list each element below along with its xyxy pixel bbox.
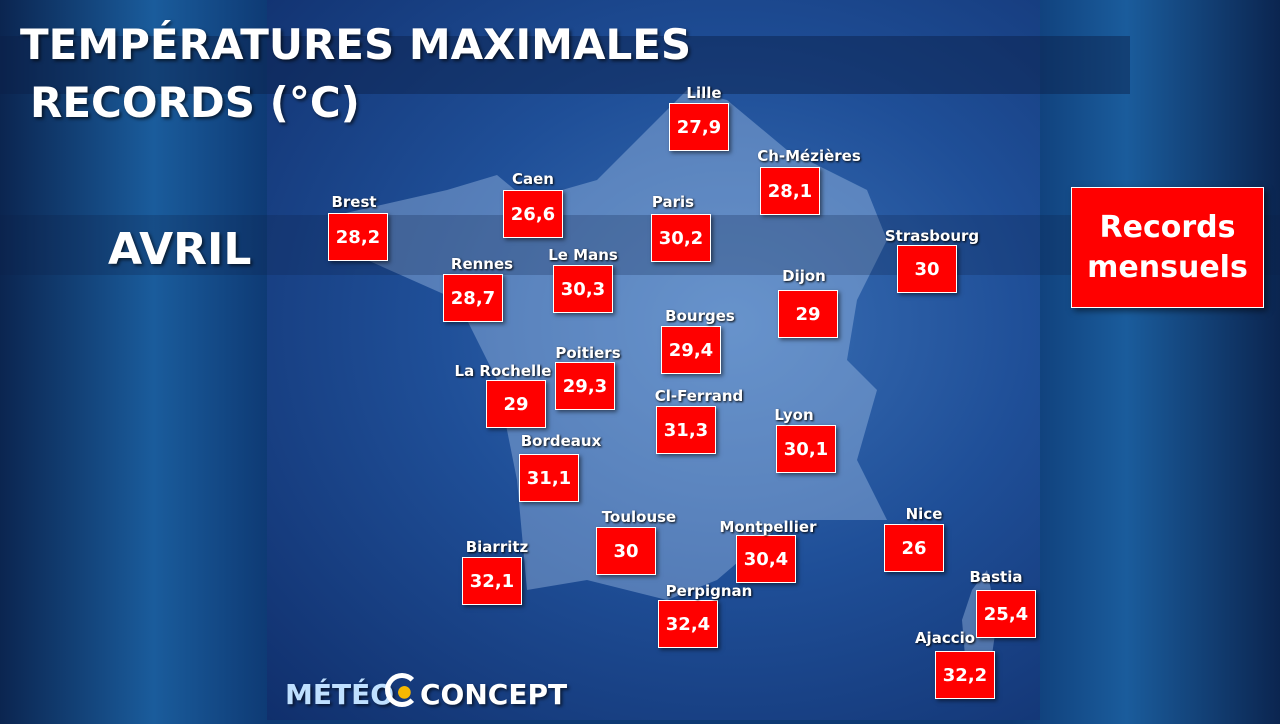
city-value: 28,7 xyxy=(443,274,503,322)
city-name: Toulouse xyxy=(601,508,677,526)
city-value: 29 xyxy=(486,380,546,428)
city-name: Poitiers xyxy=(555,344,621,362)
city-value: 26 xyxy=(884,524,944,572)
title: TEMPÉRATURES MAXIMALES xyxy=(20,20,692,69)
city-name: Strasbourg xyxy=(884,227,980,245)
city-value: 29,3 xyxy=(555,362,615,410)
city-value: 31,3 xyxy=(656,406,716,454)
city-name: Ch-Mézières xyxy=(757,147,861,165)
city-value: 25,4 xyxy=(976,590,1036,638)
city-value: 29 xyxy=(778,290,838,338)
city-name: La Rochelle xyxy=(454,362,552,380)
subtitle: RECORDS (°C) xyxy=(30,78,360,127)
city-value: 30,4 xyxy=(736,535,796,583)
city-name: Montpellier xyxy=(719,518,817,536)
city-name: Brest xyxy=(331,193,377,211)
city-name: Ajaccio xyxy=(914,629,976,647)
logo-text: MÉTÉO xyxy=(285,678,395,711)
city-value: 26,6 xyxy=(503,190,563,238)
city-value: 30,3 xyxy=(553,265,613,313)
month-band xyxy=(0,215,1280,275)
city-value: 28,1 xyxy=(760,167,820,215)
city-name: Paris xyxy=(651,193,695,211)
logo-text: CONCEPT xyxy=(420,678,568,711)
city-name: Perpignan xyxy=(665,582,753,600)
city-value: 32,2 xyxy=(935,651,995,699)
month: AVRIL xyxy=(108,224,252,275)
city-name: Biarritz xyxy=(465,538,529,556)
city-value: 29,4 xyxy=(661,326,721,374)
city-name: Bourges xyxy=(665,307,735,325)
city-name: Nice xyxy=(905,505,943,523)
city-name: Le Mans xyxy=(548,246,618,264)
city-value: 30 xyxy=(897,245,957,293)
city-value: 32,1 xyxy=(462,557,522,605)
city-name: Dijon xyxy=(782,267,826,285)
city-name: Bordeaux xyxy=(520,432,602,450)
title-band xyxy=(0,36,1130,94)
city-value: 32,4 xyxy=(658,600,718,648)
city-value: 31,1 xyxy=(519,454,579,502)
city-name: Lille xyxy=(686,84,722,102)
city-value: 28,2 xyxy=(328,213,388,261)
city-value: 30 xyxy=(596,527,656,575)
city-name: Bastia xyxy=(969,568,1023,586)
city-value: 27,9 xyxy=(669,103,729,151)
city-name: Lyon xyxy=(774,406,814,424)
france-shape xyxy=(337,90,997,690)
map-background xyxy=(267,0,1040,720)
badge-text: Records xyxy=(1099,209,1236,245)
badge-text: mensuels xyxy=(1087,249,1248,285)
city-name: Caen xyxy=(512,170,554,188)
city-value: 30,2 xyxy=(651,214,711,262)
city-value: 30,1 xyxy=(776,425,836,473)
badge: Records mensuels xyxy=(1071,187,1264,308)
city-name: Rennes xyxy=(450,255,514,273)
logo-icon xyxy=(385,673,419,707)
city-name: Cl-Ferrand xyxy=(654,387,744,405)
